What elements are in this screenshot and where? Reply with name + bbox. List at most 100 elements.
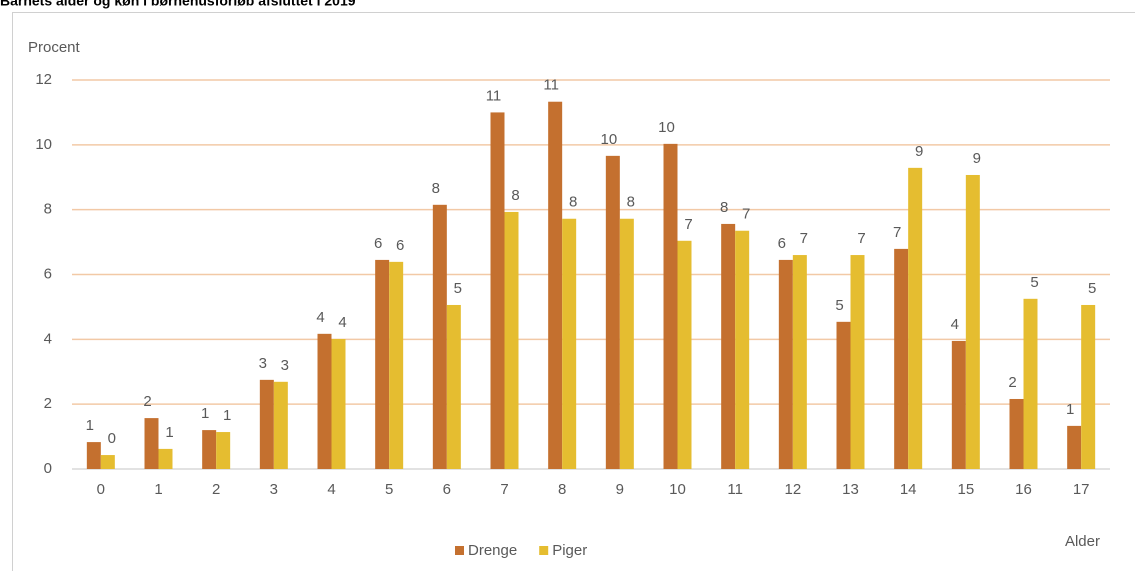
bar <box>273 381 288 469</box>
x-tick-label: 6 <box>443 481 451 498</box>
data-label: 6 <box>396 237 404 254</box>
legend-swatch <box>455 546 464 555</box>
x-tick-label: 12 <box>784 481 801 498</box>
data-label: 5 <box>1030 274 1038 291</box>
chart-title: Barnets alder og køn i børnehusforløb af… <box>0 0 356 9</box>
data-label: 1 <box>86 417 94 434</box>
y-tick-label: 10 <box>35 136 52 153</box>
y-tick-label: 4 <box>44 330 52 347</box>
data-label: 4 <box>316 309 324 326</box>
x-tick-label: 15 <box>957 481 974 498</box>
bar <box>144 418 159 469</box>
bar <box>216 432 231 469</box>
x-tick-label: 10 <box>669 481 686 498</box>
data-label: 4 <box>951 316 959 333</box>
bar <box>850 255 865 469</box>
data-label: 1 <box>1066 401 1074 418</box>
data-label: 5 <box>1088 280 1096 297</box>
bar <box>778 259 793 469</box>
x-tick-label: 4 <box>327 481 335 498</box>
data-label: 2 <box>143 393 151 410</box>
x-tick-label: 14 <box>900 481 917 498</box>
data-label: 7 <box>800 230 808 247</box>
bar <box>1081 304 1096 469</box>
data-label: 8 <box>569 194 577 211</box>
x-tick-label: 17 <box>1073 481 1090 498</box>
data-label: 1 <box>201 405 209 422</box>
legend-swatch <box>539 546 549 555</box>
bar <box>100 455 115 469</box>
y-tick-label: 12 <box>35 71 52 88</box>
data-label: 5 <box>454 280 462 297</box>
x-tick-label: 9 <box>616 481 624 498</box>
x-tick-label: 0 <box>97 481 105 498</box>
data-label: 7 <box>684 216 692 233</box>
data-label: 3 <box>259 355 267 372</box>
legend-label: Drenge <box>468 542 517 559</box>
y-tick-label: 8 <box>44 201 52 218</box>
y-tick-label: 2 <box>44 395 52 412</box>
x-tick-label: 13 <box>842 481 859 498</box>
data-label: 6 <box>374 235 382 252</box>
bar <box>446 304 461 469</box>
bar <box>1009 398 1024 469</box>
bar <box>677 240 692 469</box>
bar <box>158 448 173 469</box>
data-label: 7 <box>742 206 750 223</box>
data-label: 8 <box>720 199 728 216</box>
legend-label: Piger <box>552 542 587 559</box>
bar <box>894 248 909 469</box>
bar <box>965 174 980 469</box>
data-label: 9 <box>915 143 923 160</box>
bar <box>432 204 447 469</box>
bar <box>619 218 634 469</box>
bar <box>202 430 217 469</box>
y-tick-label: 6 <box>44 265 52 282</box>
x-tick-label: 1 <box>154 481 162 498</box>
bar <box>1067 425 1082 469</box>
x-tick-label: 5 <box>385 481 393 498</box>
bar <box>504 211 519 469</box>
bar <box>908 167 923 469</box>
bar <box>792 255 807 469</box>
bar <box>721 223 736 469</box>
data-label: 5 <box>835 297 843 314</box>
x-tick-label: 11 <box>727 481 743 498</box>
data-label: 11 <box>543 77 559 94</box>
bar <box>331 339 346 469</box>
data-label: 0 <box>108 430 116 447</box>
data-label: 4 <box>338 314 346 331</box>
bar <box>562 218 577 469</box>
data-label: 10 <box>658 119 675 136</box>
data-label: 9 <box>973 150 981 167</box>
data-label: 6 <box>778 235 786 252</box>
bar <box>375 259 390 469</box>
data-label: 7 <box>857 230 865 247</box>
data-label: 2 <box>1008 374 1016 391</box>
bar <box>1023 298 1038 469</box>
x-tick-label: 2 <box>212 481 220 498</box>
x-tick-label: 16 <box>1015 481 1032 498</box>
x-axis-label: Alder <box>1065 533 1100 550</box>
bar <box>951 340 966 469</box>
bar <box>548 101 563 469</box>
data-label: 8 <box>627 194 635 211</box>
data-label: 7 <box>893 224 901 241</box>
bar <box>317 333 332 469</box>
bar <box>86 442 101 469</box>
bar <box>663 143 678 469</box>
bar <box>605 155 620 470</box>
x-tick-label: 7 <box>500 481 508 498</box>
x-tick-label: 3 <box>270 481 278 498</box>
bar <box>836 321 851 469</box>
data-label: 10 <box>600 131 617 148</box>
bar <box>389 261 404 469</box>
data-label: 11 <box>486 87 502 104</box>
y-tick-label: 0 <box>44 460 52 477</box>
bar <box>259 379 274 469</box>
data-label: 1 <box>165 424 173 441</box>
data-label: 8 <box>432 180 440 197</box>
data-label: 8 <box>511 187 519 204</box>
bar <box>490 112 505 470</box>
